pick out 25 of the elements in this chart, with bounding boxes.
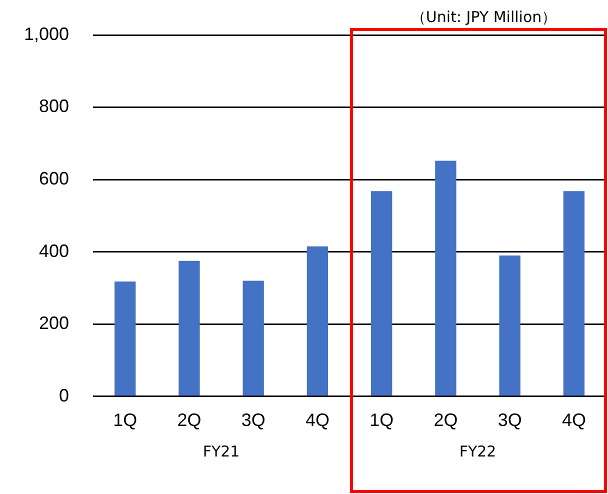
- x-tick-label: 1Q: [370, 410, 394, 430]
- y-tick-label: 600: [38, 168, 70, 189]
- bar: [178, 260, 200, 396]
- x-tick-label: 4Q: [562, 410, 586, 430]
- x-tick-label: 2Q: [177, 410, 202, 430]
- y-tick-label: 1,000: [24, 24, 70, 44]
- bar: [563, 191, 585, 396]
- y-tick-label: 200: [38, 313, 70, 334]
- x-tick-label: 1Q: [113, 410, 138, 430]
- x-tick-label: 3Q: [498, 410, 522, 430]
- text: FY22: [459, 442, 496, 460]
- bar: [371, 191, 392, 396]
- y-tick-label: 400: [38, 240, 70, 261]
- x-tick-label: 2Q: [434, 410, 458, 430]
- bar: [435, 160, 456, 396]
- text: （Unit: JPY Million）: [410, 8, 557, 26]
- x-tick-label: 3Q: [241, 410, 266, 430]
- bar: [499, 255, 520, 396]
- y-tick-label: 800: [38, 96, 70, 116]
- text: FY21: [202, 442, 240, 460]
- bar: [242, 280, 264, 396]
- bar: [114, 281, 136, 396]
- bar: [306, 246, 328, 396]
- x-tick-label: 4Q: [305, 410, 330, 430]
- y-tick-label: 0: [59, 385, 70, 406]
